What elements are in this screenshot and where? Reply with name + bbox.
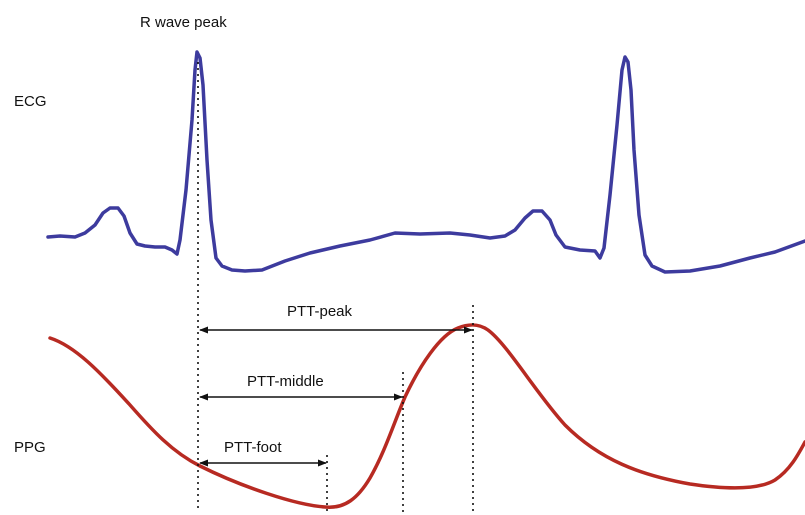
ptt-peak-label: PTT-peak bbox=[287, 303, 353, 320]
ptt-middle-label: PTT-middle bbox=[247, 373, 324, 390]
dotted-guides bbox=[197, 62, 474, 512]
ptt-arrows bbox=[199, 326, 473, 467]
ptt-foot-label: PTT-foot bbox=[224, 439, 282, 456]
ppg-label: PPG bbox=[14, 439, 46, 456]
ecg-label: ECG bbox=[14, 93, 47, 110]
ecg-waveform bbox=[46, 50, 805, 274]
r-wave-peak-label: R wave peak bbox=[140, 14, 227, 31]
ppg-waveform bbox=[48, 323, 805, 509]
